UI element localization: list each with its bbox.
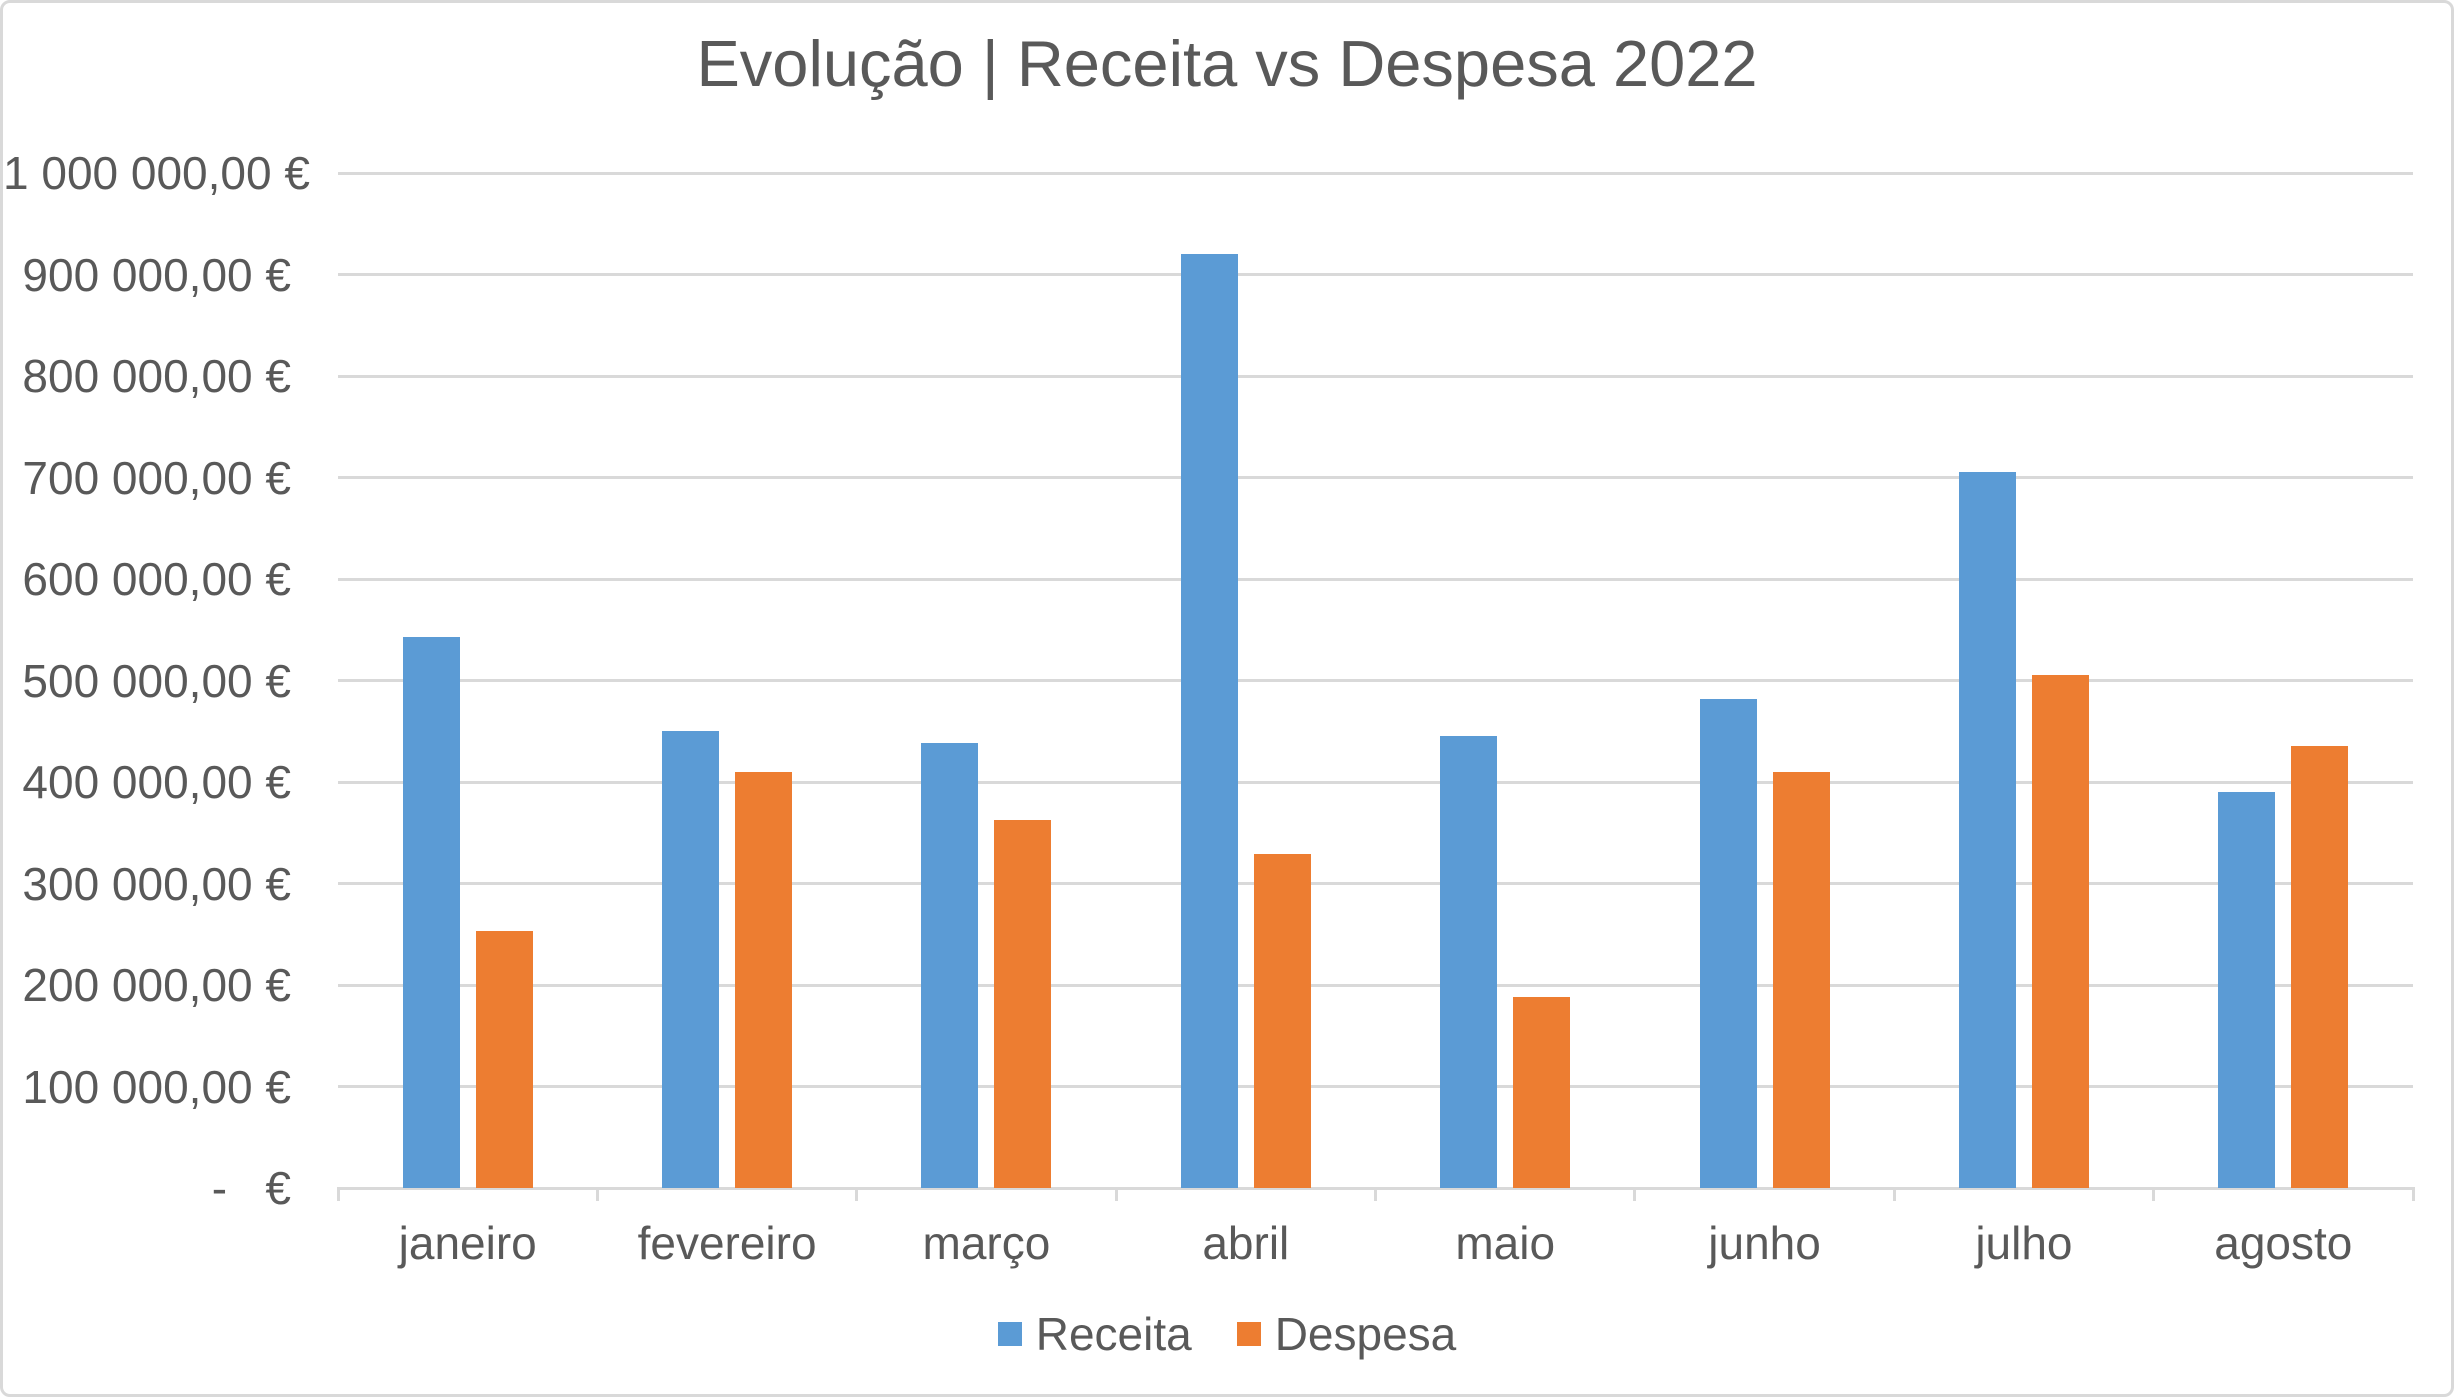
y-axis-label-800000: 800 000,00 €: [22, 350, 291, 402]
gridline: [338, 273, 2413, 276]
bar-group-agosto: [2154, 173, 2413, 1188]
y-axis-label-1000000: 1 000 000,00 €: [3, 147, 310, 199]
legend-swatch-receita: [997, 1322, 1022, 1346]
y-axis-label-100000: 100 000,00 €: [22, 1060, 291, 1113]
y-axis-label-600000: 600 000,00 €: [22, 553, 291, 605]
bar-despesa-abril[interactable]: [1253, 854, 1311, 1188]
legend-swatch-despesa: [1236, 1322, 1261, 1346]
bar-receita-abril[interactable]: [1180, 254, 1238, 1188]
gridline: [338, 374, 2413, 378]
bar-receita-fevereiro[interactable]: [662, 731, 720, 1188]
bar-receita-maio[interactable]: [1440, 736, 1498, 1188]
y-axis-label-900000: 900 000,00 €: [22, 248, 291, 301]
legend-label-despesa: Despesa: [1274, 1308, 1457, 1360]
axis-tick: [2411, 1187, 2415, 1201]
x-axis-label-maio: maio: [1455, 1217, 1556, 1269]
y-axis-label-500000: 500 000,00 €: [22, 654, 291, 707]
x-axis-label-janeiro: janeiro: [398, 1217, 537, 1269]
axis-tick: [1633, 1187, 1637, 1201]
y-axis-label-0: - €: [211, 1162, 291, 1214]
gridline: [338, 780, 2413, 784]
gridline: [338, 983, 2413, 987]
axis-tick: [855, 1187, 859, 1201]
bar-group-abril: [1116, 173, 1375, 1188]
x-axis-label-agosto: agosto: [2214, 1217, 2353, 1269]
bar-despesa-julho[interactable]: [2031, 675, 2089, 1188]
bar-receita-junho[interactable]: [1699, 698, 1757, 1188]
x-axis-label-julho: julho: [1975, 1217, 2073, 1269]
gridline: [338, 476, 2413, 479]
gridline: [338, 679, 2413, 682]
bar-despesa-agosto[interactable]: [2291, 746, 2349, 1188]
y-axis-label-400000: 400 000,00 €: [22, 756, 291, 808]
x-axis-label-março: março: [922, 1217, 1051, 1269]
bar-group-maio: [1376, 173, 1635, 1188]
bar-group-junho: [1635, 173, 1894, 1188]
axis-tick: [1114, 1187, 1118, 1201]
y-axis-label-200000: 200 000,00 €: [22, 959, 291, 1011]
axis-tick: [595, 1187, 599, 1201]
gridline: [338, 171, 2413, 175]
bar-receita-março[interactable]: [921, 743, 979, 1188]
gridline: [338, 577, 2413, 581]
bar-receita-janeiro[interactable]: [402, 636, 460, 1188]
bar-receita-agosto[interactable]: [2218, 792, 2276, 1188]
bar-despesa-maio[interactable]: [1513, 997, 1571, 1188]
bar-group-fevereiro: [597, 173, 856, 1188]
y-axis-label-300000: 300 000,00 €: [22, 857, 291, 910]
legend-item-receita[interactable]: Receita: [997, 1308, 1192, 1360]
axis-tick: [1892, 1187, 1896, 1201]
axis-tick: [336, 1187, 340, 1201]
bar-group-janeiro: [338, 173, 597, 1188]
x-axis-label-fevereiro: fevereiro: [637, 1217, 817, 1269]
chart-title[interactable]: Evolução | Receita vs Despesa 2022: [696, 27, 1758, 100]
plot-area: [336, 171, 2415, 1201]
bar-receita-julho[interactable]: [1958, 472, 2016, 1188]
bar-despesa-fevereiro[interactable]: [735, 771, 793, 1188]
gridline: [338, 882, 2413, 885]
axis-tick: [1374, 1187, 1377, 1201]
legend-label-receita: Receita: [1035, 1308, 1192, 1360]
y-axis-label-700000: 700 000,00 €: [22, 451, 291, 504]
gridline: [338, 1085, 2413, 1088]
x-axis-label-abril: abril: [1202, 1217, 1290, 1269]
x-axis-label-junho: junho: [1708, 1217, 1821, 1269]
bar-group-julho: [1894, 173, 2153, 1188]
axis-tick: [2152, 1187, 2156, 1201]
bar-despesa-janeiro[interactable]: [475, 931, 533, 1188]
legend[interactable]: Receita Despesa: [3, 1308, 2451, 1360]
bar-despesa-junho[interactable]: [1772, 771, 1830, 1188]
legend-item-despesa[interactable]: Despesa: [1236, 1308, 1457, 1360]
bar-despesa-março[interactable]: [994, 819, 1052, 1188]
bar-group-março: [857, 173, 1116, 1188]
